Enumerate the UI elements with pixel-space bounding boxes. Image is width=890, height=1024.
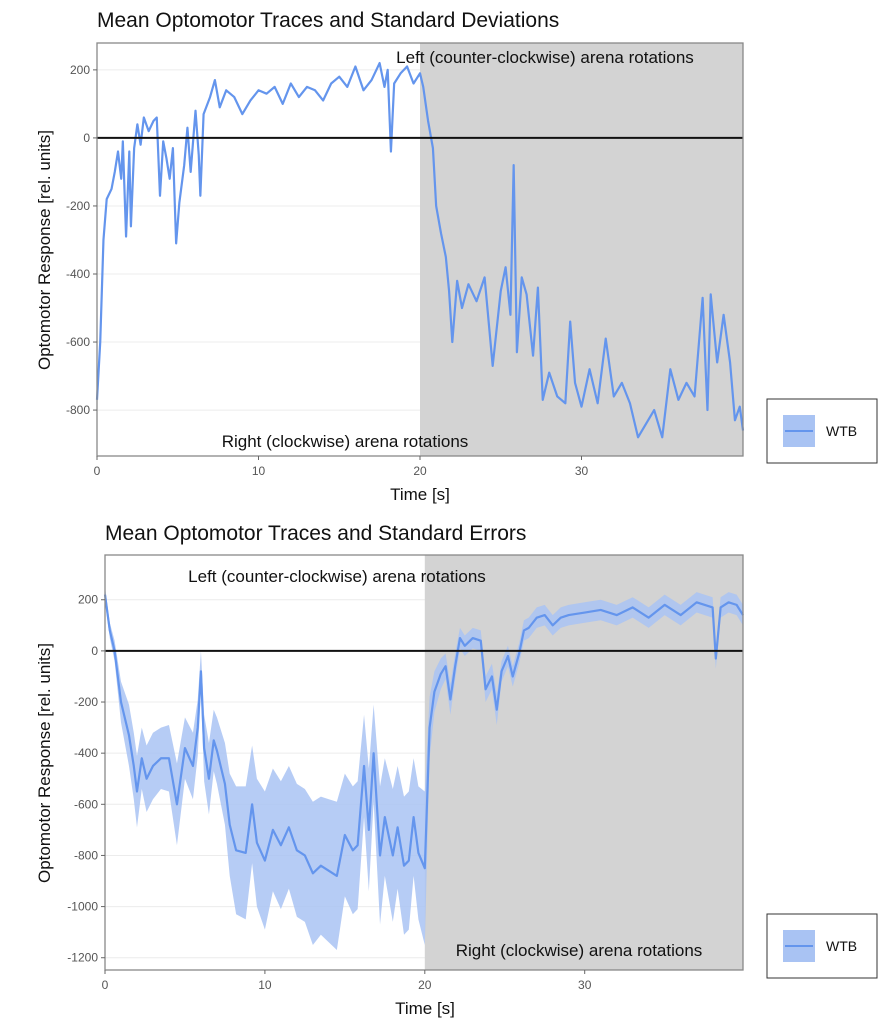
legend-label: WTB <box>826 938 857 954</box>
y-tick-label: -200 <box>66 199 90 213</box>
series-line-wtb <box>103 594 744 878</box>
y-tick-label: -400 <box>66 267 90 281</box>
chart-title-2: Mean Optomotor Traces and Standard Error… <box>105 522 526 545</box>
y-tick-label: 0 <box>91 644 98 658</box>
x-axis-label-1: Time [s] <box>390 485 450 504</box>
legend: WTB <box>766 398 878 464</box>
x-tick-label: 30 <box>575 464 589 478</box>
y-tick-label: 200 <box>70 63 90 77</box>
y-tick-label: -1200 <box>67 951 98 965</box>
x-tick-label: 0 <box>102 978 109 992</box>
x-axis-label-2: Time [s] <box>395 999 455 1018</box>
chart-title-1: Mean Optomotor Traces and Standard Devia… <box>97 9 559 32</box>
annotation-right-rotations: Right (clockwise) arena rotations <box>222 432 469 451</box>
chart-1: -800 -600 -400 -200 0 200 0 10 20 30 Left (counter… <box>66 42 878 478</box>
series-line-wtb <box>95 61 745 439</box>
x-tick-label: 20 <box>418 978 432 992</box>
y-tick-label: -200 <box>74 695 98 709</box>
x-tick-label: 0 <box>94 464 101 478</box>
x-tick-label: 10 <box>252 464 266 478</box>
plot-border <box>104 554 744 971</box>
y-axis-label-2: Optomotor Response [rel. units] <box>35 643 54 883</box>
annotation-left-rotations: Left (counter-clockwise) arena rotations <box>396 48 694 67</box>
y-axis-label-1: Optomotor Response [rel. units] <box>35 130 54 370</box>
x-tick-label: 30 <box>578 978 592 992</box>
x-tick-label: 20 <box>413 464 427 478</box>
y-tick-label: 0 <box>83 131 90 145</box>
chart-2: -1200 -1000 -800 -600 -400 -200 0 200 0 10 20 30 Lef… <box>67 554 878 992</box>
y-tick-label: -600 <box>74 797 98 811</box>
legend-label: WTB <box>826 423 857 439</box>
y-tick-label: 200 <box>78 593 98 607</box>
y-tick-label: -1000 <box>67 900 98 914</box>
annotation-right-rotations: Right (clockwise) arena rotations <box>456 941 703 960</box>
x-tick-label: 10 <box>258 978 272 992</box>
y-tick-label: -800 <box>66 403 90 417</box>
y-tick-label: -600 <box>66 335 90 349</box>
annotation-left-rotations: Left (counter-clockwise) arena rotations <box>188 567 486 586</box>
y-tick-label: -800 <box>74 848 98 862</box>
legend: WTB <box>766 913 878 979</box>
shaded-region <box>424 555 743 970</box>
y-tick-label: -400 <box>74 746 98 760</box>
